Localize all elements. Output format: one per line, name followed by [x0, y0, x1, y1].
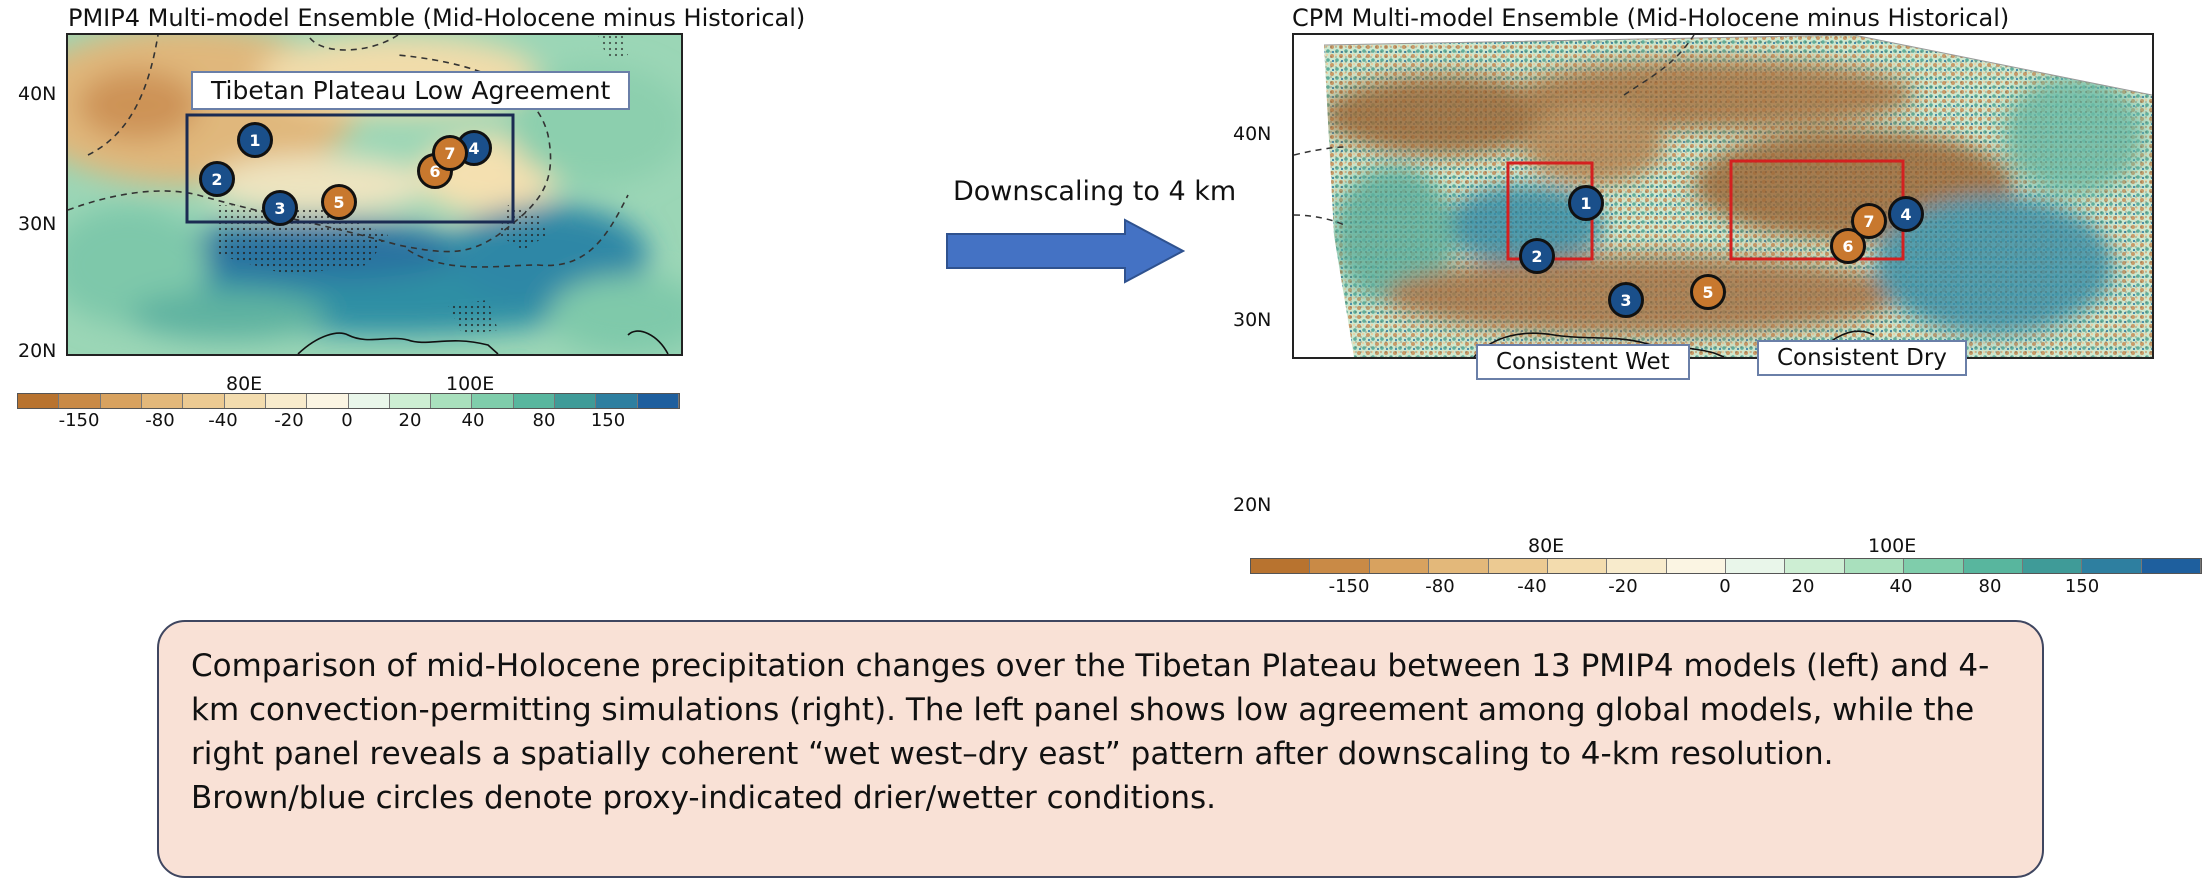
colorbar-segment — [472, 394, 514, 408]
figure-caption-text: Comparison of mid-Holocene precipitation… — [191, 648, 1990, 816]
colorbar-segment — [1607, 559, 1667, 573]
colorbar-segment — [1963, 559, 2023, 573]
colorbar-segment — [183, 394, 225, 408]
colorbar-segment — [141, 394, 184, 408]
colorbar-segment — [224, 394, 266, 408]
right-lon-100e: 100E — [1868, 535, 1917, 557]
left-cbar-tick: 40 — [461, 410, 485, 431]
colorbar-segment — [1547, 559, 1608, 573]
colorbar-segment — [596, 394, 638, 408]
right-cbar-tick: -80 — [1425, 576, 1455, 597]
colorbar-segment — [348, 394, 390, 408]
right-cbar-tick: -20 — [1608, 576, 1638, 597]
left-cbar-tick: 80 — [532, 410, 556, 431]
colorbar-segment — [555, 394, 597, 408]
left-lon-100e: 100E — [446, 373, 495, 395]
colorbar-segment — [2022, 559, 2083, 573]
left-marker-5: 5 — [321, 184, 357, 220]
colorbar-segment — [1310, 559, 1370, 573]
right-marker-3: 3 — [1608, 282, 1644, 318]
left-cbar-tick: -40 — [208, 410, 238, 431]
left-cbar-tick: -20 — [274, 410, 304, 431]
left-marker-2: 2 — [199, 161, 235, 197]
colorbar-segment — [1726, 559, 1786, 573]
colorbar-segment — [18, 394, 60, 408]
right-lat-40n: 40N — [1233, 123, 1272, 145]
colorbar-segment — [1785, 559, 1845, 573]
colorbar-segment — [389, 394, 432, 408]
left-cbar-tick: 0 — [341, 410, 353, 431]
right-cbar-tick: 20 — [1791, 576, 1815, 597]
right-annotation-consistent-wet: Consistent Wet — [1476, 344, 1690, 380]
downscaling-arrow-label: Downscaling to 4 km — [953, 176, 1237, 207]
right-cbar-tick: -40 — [1517, 576, 1547, 597]
colorbar-segment — [1844, 559, 1905, 573]
colorbar-segment — [2141, 559, 2201, 573]
colorbar-segment — [637, 394, 679, 408]
right-cbar-tick: -150 — [1328, 576, 1370, 597]
right-annotation-consistent-dry: Consistent Dry — [1757, 340, 1967, 376]
right-marker-5: 5 — [1690, 274, 1726, 310]
colorbar-segment — [307, 394, 349, 408]
left-panel-title: PMIP4 Multi-model Ensemble (Mid-Holocene… — [68, 4, 806, 32]
right-marker-1: 1 — [1568, 185, 1604, 221]
left-marker-3: 3 — [262, 190, 298, 226]
colorbar-segment — [1488, 559, 1548, 573]
colorbar-segment — [1904, 559, 1964, 573]
right-cbar-tick: 40 — [1889, 576, 1913, 597]
left-cbar-tick: -80 — [145, 410, 175, 431]
colorbar-segment — [1369, 559, 1430, 573]
right-cbar-tick: 0 — [1719, 576, 1731, 597]
left-annotation-low-agreement: Tibetan Plateau Low Agreement — [191, 71, 631, 110]
right-marker-4: 4 — [1888, 196, 1924, 232]
left-marker-1: 1 — [237, 122, 273, 158]
left-lat-40n: 40N — [18, 83, 57, 105]
colorbar-segment — [513, 394, 556, 408]
left-cbar-tick: -150 — [58, 410, 100, 431]
colorbar-segment — [100, 394, 142, 408]
right-lat-30n: 30N — [1233, 309, 1272, 331]
left-lat-30n: 30N — [18, 213, 57, 235]
right-cbar-tick: 80 — [1978, 576, 2002, 597]
right-panel-title: CPM Multi-model Ensemble (Mid-Holocene m… — [1292, 4, 2010, 32]
left-cbar-tick: 150 — [590, 410, 626, 431]
figure-caption: Comparison of mid-Holocene precipitation… — [157, 620, 2044, 878]
left-lon-80e: 80E — [226, 373, 263, 395]
right-lat-20n: 20N — [1233, 494, 1272, 516]
right-lon-80e: 80E — [1528, 535, 1565, 557]
right-marker-7: 7 — [1851, 203, 1887, 239]
right-marker-2: 2 — [1519, 238, 1555, 274]
right-map-field — [1294, 35, 2152, 357]
colorbar-segment — [265, 394, 308, 408]
left-cbar-tick: 20 — [398, 410, 422, 431]
downscaling-arrow — [946, 218, 1185, 284]
colorbar-segment — [59, 394, 101, 408]
colorbar-segment — [431, 394, 473, 408]
right-colorbar — [1250, 558, 2202, 574]
left-marker-7: 7 — [432, 135, 468, 171]
left-colorbar — [17, 393, 680, 409]
colorbar-segment — [2082, 559, 2142, 573]
right-map — [1292, 33, 2154, 359]
left-lat-20n: 20N — [18, 340, 57, 362]
colorbar-segment — [1429, 559, 1489, 573]
colorbar-segment — [1666, 559, 1726, 573]
colorbar-segment — [1251, 559, 1311, 573]
right-cbar-tick: 150 — [2064, 576, 2100, 597]
